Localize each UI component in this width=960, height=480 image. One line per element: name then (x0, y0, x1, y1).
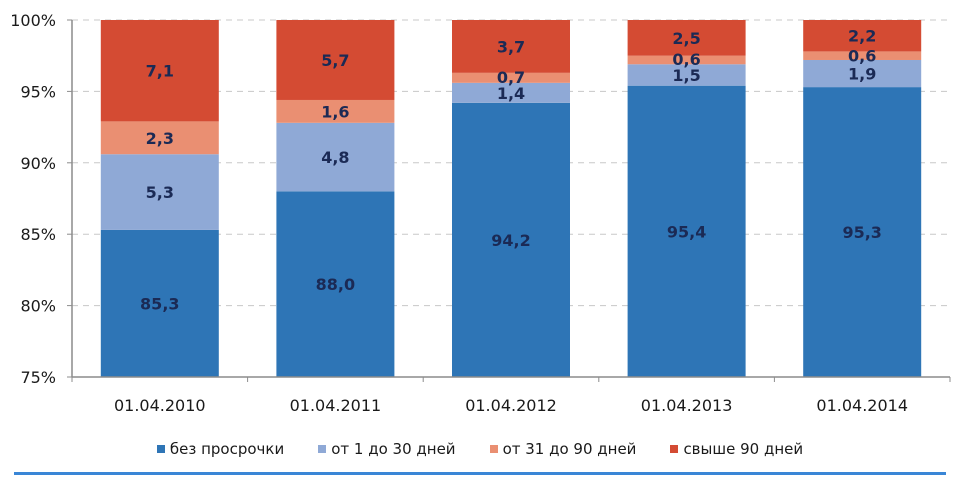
data-label: 5,7 (321, 51, 349, 70)
y-tick-label: 75% (20, 368, 56, 387)
legend-label: от 31 до 90 дней (502, 440, 637, 458)
legend-item: от 31 до 90 дней (489, 440, 637, 458)
y-tick-label: 100% (10, 11, 56, 30)
data-label: 2,2 (848, 27, 876, 46)
bar-segment (452, 20, 570, 73)
data-label: 4,8 (321, 148, 349, 167)
bar-segment (803, 87, 922, 377)
bar-segment (100, 229, 219, 377)
legend-item: от 1 до 30 дней (318, 440, 456, 458)
data-label: 95,3 (842, 223, 881, 242)
x-tick-label: 01.04.2013 (641, 396, 733, 415)
data-label: 1,4 (497, 84, 525, 103)
bar-segment (276, 122, 395, 192)
axes: 75% 80% 85% 90% 95% 100% 01.04.2010 01.04.2011 0… (10, 11, 951, 415)
legend-swatch (318, 445, 327, 453)
bar-segment (452, 82, 570, 103)
y-tick-label: 80% (20, 297, 56, 316)
bar-segment (452, 72, 570, 83)
bar-segment (100, 154, 219, 230)
bar-segment (803, 20, 922, 52)
y-tick-label: 85% (20, 225, 56, 244)
data-label: 2,3 (146, 129, 174, 148)
legend-swatch (156, 445, 165, 453)
data-labels: 85,3 5,3 2,3 7,1 88,0 4,8 1,6 5,7 94,2 1,40,7 3,7 9… (140, 27, 882, 314)
data-label: 95,4 (667, 222, 706, 241)
legend-item: свыше 90 дней (670, 440, 803, 458)
data-label: 0,6 (672, 50, 700, 69)
data-label: 1,5 (672, 66, 700, 85)
x-tick-label: 01.04.2010 (114, 396, 206, 415)
bar-segment (627, 85, 746, 378)
legend-label: без просрочки (169, 440, 285, 458)
bar-segment (276, 191, 395, 377)
bar-segment (627, 64, 746, 86)
bottom-divider-line (14, 472, 946, 475)
x-tick-label: 01.04.2014 (816, 396, 908, 415)
data-label: 3,7 (497, 37, 525, 56)
data-label: 1,6 (321, 102, 349, 121)
legend-label: от 1 до 30 дней (331, 440, 456, 458)
data-label: 5,3 (146, 183, 174, 202)
bar-segment (276, 20, 395, 100)
legend-label: свыше 90 дней (683, 440, 804, 458)
data-label: 2,5 (672, 29, 700, 48)
bar-segment (276, 99, 395, 123)
data-label: 94,2 (491, 231, 530, 250)
y-tick-label: 95% (20, 82, 56, 101)
bar-segment (100, 121, 219, 155)
bar-segment (627, 55, 746, 65)
data-label: 7,1 (146, 62, 174, 81)
data-label: 1,9 (848, 65, 876, 84)
bar-segment (100, 20, 219, 122)
data-label: 85,3 (140, 294, 179, 313)
bars (100, 20, 922, 378)
bar-segment (627, 20, 746, 56)
legend-item: без просрочки (156, 440, 285, 458)
y-tick-label: 90% (20, 154, 56, 173)
data-label: 0,7 (497, 68, 525, 87)
legend: без просрочки от 1 до 30 дней от 31 до 90 … (0, 440, 960, 458)
legend-swatch (670, 445, 679, 453)
legend-swatch (489, 445, 498, 453)
bar-segment (803, 51, 922, 60)
bar-segment (803, 59, 922, 88)
x-tick-label: 01.04.2011 (290, 396, 382, 415)
bar-segment (452, 102, 570, 377)
stacked-bar-chart: 75% 80% 85% 90% 95% 100% 01.04.2010 01.04.2011 0… (10, 11, 951, 415)
x-tick-label: 01.04.2012 (465, 396, 557, 415)
data-label: 0,6 (848, 47, 876, 66)
data-label: 88,0 (316, 275, 355, 294)
